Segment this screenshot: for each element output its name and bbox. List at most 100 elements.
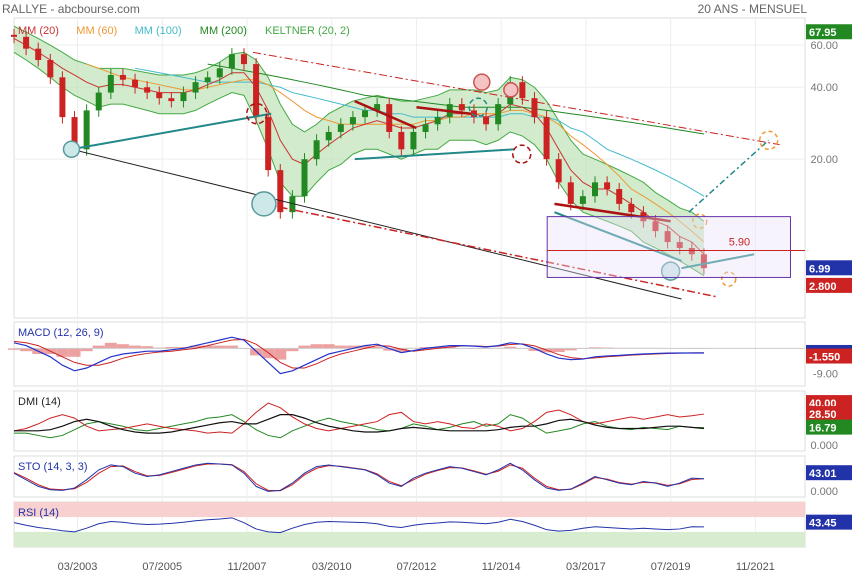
candle-body: [132, 79, 139, 88]
macd-histogram-bar: [443, 347, 456, 349]
candle-body: [156, 92, 163, 99]
candle-body: [337, 124, 344, 132]
macd-histogram-bar: [104, 342, 117, 349]
sto-y-tick: 0.000: [810, 486, 838, 498]
candle-body: [483, 117, 490, 125]
macd-histogram-bar: [141, 346, 154, 349]
candle-body: [253, 64, 260, 118]
candle-body: [374, 104, 381, 111]
rsi-line: [13, 517, 704, 534]
level-label: 5.90: [729, 236, 750, 248]
macd-histogram-bar: [310, 344, 323, 349]
dmi-badge: 16.79: [809, 423, 837, 435]
dmi-legend: DMI (14): [18, 396, 61, 408]
channel-line: [554, 211, 682, 262]
rsi-oversold-zone: [14, 531, 805, 547]
x-tick-label: 03/2017: [566, 561, 606, 573]
ma60-line: [86, 63, 705, 243]
macd-histogram-bar: [298, 345, 311, 349]
y-tick-label: 40.00: [810, 82, 838, 94]
candle-body: [301, 159, 308, 197]
sto-badge-bg: [806, 465, 852, 481]
macd-histogram-bar: [419, 347, 432, 349]
support-trendline: [71, 148, 682, 300]
legend-item: MM (60): [76, 25, 117, 37]
candle-body: [35, 48, 42, 61]
target-marker: [720, 271, 737, 287]
macd-histogram-bar: [68, 348, 81, 357]
candle-body: [47, 60, 54, 78]
resistance-trendline: [252, 51, 780, 146]
range-box: [546, 216, 791, 278]
macd-histogram-bar: [20, 348, 33, 352]
macd-histogram-bar: [201, 345, 214, 349]
rsi-badge: 43.45: [809, 518, 837, 530]
price-badge: 6.99: [809, 263, 830, 275]
candle-body: [519, 82, 526, 99]
price-badge-bg: [806, 277, 852, 293]
macd-histogram-bar: [588, 347, 601, 349]
candle-body: [216, 68, 223, 78]
rsi-overbought-zone: [14, 502, 805, 518]
keltner-lower-line: [13, 51, 705, 277]
candle-body: [676, 242, 683, 248]
candle-body: [325, 131, 332, 141]
candle-body: [567, 182, 574, 204]
candle-body: [434, 117, 441, 125]
panel-dmi: [13, 390, 806, 452]
macd-histogram-bar: [189, 345, 202, 349]
y-tick-label: 60.00: [810, 40, 838, 52]
candle-body: [652, 221, 659, 232]
dashed-marker: [512, 144, 532, 164]
candle-body: [410, 131, 417, 150]
candle-body: [604, 182, 611, 190]
dashed-marker: [245, 102, 268, 125]
macd-badge: -1.550: [809, 352, 840, 364]
y-tick-label: 20.00: [810, 154, 838, 166]
candle-body: [265, 117, 272, 171]
dmi-badge-bg: [806, 419, 852, 435]
low-marker: [660, 261, 681, 281]
candle-body: [458, 104, 465, 111]
macd-histogram-bar: [552, 348, 565, 353]
candle-body: [11, 34, 17, 37]
keltner-upper-line: [13, 25, 705, 222]
macd-histogram-bar: [116, 344, 129, 349]
macd-line: [13, 336, 704, 375]
low-marker: [62, 140, 81, 159]
x-tick-label: 07/2012: [397, 561, 437, 573]
macd-histogram-bar: [213, 345, 226, 349]
candle-body: [543, 117, 550, 160]
candle-body: [107, 75, 114, 93]
falling-trendline: [354, 99, 417, 130]
legend-item: KELTNER (20, 2): [265, 25, 350, 37]
x-tick-label: 11/2021: [736, 561, 775, 573]
x-tick-label: 03/2003: [58, 561, 98, 573]
macd-y-tick: -9.00: [813, 369, 838, 381]
macd-histogram-bar: [177, 347, 190, 349]
x-tick-label: 07/2019: [651, 561, 691, 573]
candle-body: [71, 117, 78, 150]
candle-body: [204, 77, 211, 83]
panel-sto: [13, 455, 806, 498]
candle-body: [555, 159, 562, 183]
candle-body: [144, 87, 151, 93]
macd-histogram-bar: [334, 345, 347, 349]
candle-body: [228, 54, 235, 69]
chart-period: 20 ANS - MENSUEL: [697, 2, 807, 16]
ma20-line: [13, 38, 705, 255]
macd-histogram-bar: [262, 348, 275, 359]
candle-body: [168, 98, 175, 102]
candle-body: [95, 92, 102, 111]
ma200-line: [207, 63, 705, 135]
chart-title: RALLYE - abcbourse.com: [2, 2, 140, 16]
candle-body: [83, 110, 90, 150]
macd-histogram-bar: [528, 348, 541, 351]
candle-body: [591, 182, 598, 197]
macd-histogram-bar: [359, 345, 372, 349]
target-marker: [691, 213, 708, 229]
macd-badge-bg: [806, 348, 852, 364]
candle-body: [277, 170, 284, 213]
candle-body: [349, 117, 356, 125]
